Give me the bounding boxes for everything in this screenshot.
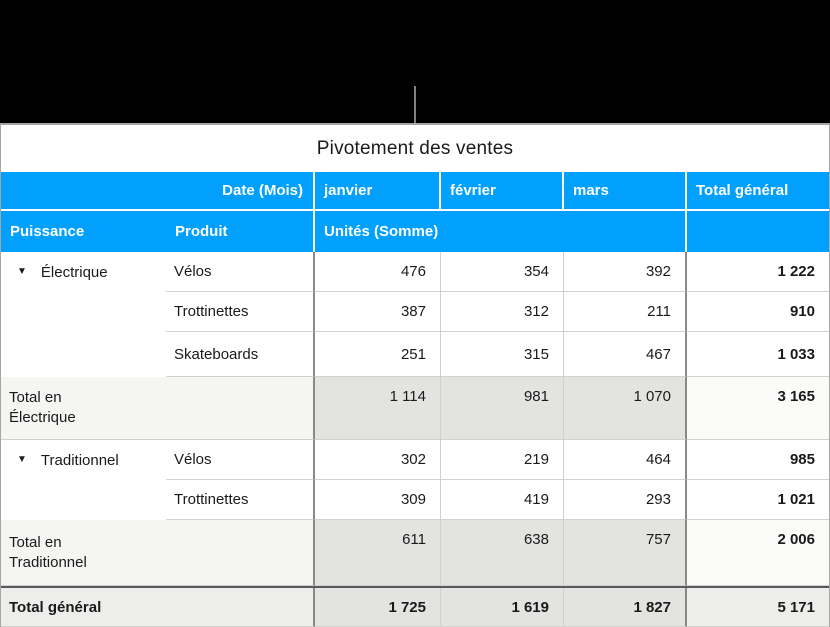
header-cell-total-general[interactable]: Total général	[696, 182, 789, 199]
value-cell[interactable]: 476	[315, 252, 441, 292]
header-row-months: Date (Mois) janvier février mars Total g…	[1, 172, 829, 211]
subtotal-label-cell[interactable]: Total en Électrique	[1, 377, 315, 440]
product-cell[interactable]: Vélos	[166, 440, 315, 480]
row-total-cell[interactable]: 985	[687, 440, 829, 480]
header-cell-unites-somme[interactable]: Unités (Somme)	[315, 211, 687, 252]
subtotal-label-cell[interactable]: Total en Traditionnel	[1, 520, 315, 586]
row-total-cell[interactable]: 1 222	[687, 252, 829, 292]
product-cell[interactable]: Trottinettes	[166, 480, 315, 520]
category-cell-empty[interactable]	[1, 332, 166, 377]
table-row: Trottinettes 309 419 293 1 021	[1, 480, 829, 520]
disclosure-triangle-icon[interactable]: ▼	[17, 266, 27, 277]
category-label: Traditionnel	[40, 451, 119, 469]
grand-total-sum-cell[interactable]: 5 171	[687, 588, 829, 627]
category-label: Électrique	[40, 263, 108, 281]
table-row: ▼ Électrique Vélos 476 354 392 1 222	[1, 252, 829, 292]
header-row-fields: Puissance Produit Unités (Somme)	[1, 211, 829, 252]
subtotal-label: Total en Électrique	[9, 389, 76, 426]
value-cell[interactable]: 419	[441, 480, 564, 520]
header-cell-date-mois[interactable]: Date (Mois)	[1, 172, 315, 209]
header-cell-mars[interactable]: mars	[564, 172, 687, 209]
table-row: Skateboards 251 315 467 1 033	[1, 332, 829, 377]
value-cell[interactable]: 219	[441, 440, 564, 480]
header-cell-produit[interactable]: Produit	[166, 211, 315, 252]
table-row: Trottinettes 387 312 211 910	[1, 292, 829, 332]
category-cell-empty[interactable]	[1, 292, 166, 332]
row-total-cell[interactable]: 1 033	[687, 332, 829, 377]
value-cell[interactable]: 251	[315, 332, 441, 377]
product-cell[interactable]: Vélos	[166, 252, 315, 292]
value-cell[interactable]: 354	[441, 252, 564, 292]
pivot-table: Pivotement des ventes Date (Mois) janvie…	[0, 125, 830, 627]
subtotal-total-cell[interactable]: 2 006	[687, 520, 829, 586]
subtotal-row-electrique: Total en Électrique 1 114 981 1 070 3 16…	[1, 377, 829, 440]
value-cell[interactable]: 293	[564, 480, 687, 520]
header-cell-janvier[interactable]: janvier	[315, 172, 441, 209]
value-cell[interactable]: 309	[315, 480, 441, 520]
callout-black-area	[0, 0, 830, 125]
category-cell-traditionnel[interactable]: ▼ Traditionnel	[1, 440, 166, 480]
value-cell[interactable]: 387	[315, 292, 441, 332]
callout-connector-line	[414, 86, 416, 123]
subtotal-value-cell[interactable]: 611	[315, 520, 441, 586]
subtotal-value-cell[interactable]: 1 114	[315, 377, 441, 440]
subtotal-value-cell[interactable]: 1 070	[564, 377, 687, 440]
disclosure-triangle-icon[interactable]: ▼	[17, 454, 27, 465]
grand-total-value-cell[interactable]: 1 827	[564, 588, 687, 627]
table-title[interactable]: Pivotement des ventes	[316, 137, 514, 159]
category-cell-electrique[interactable]: ▼ Électrique	[1, 252, 166, 292]
value-cell[interactable]: 392	[564, 252, 687, 292]
grand-total-label-cell[interactable]: Total général	[1, 588, 315, 627]
header-cell-blank[interactable]	[687, 211, 829, 252]
value-cell[interactable]: 467	[564, 332, 687, 377]
value-cell[interactable]: 315	[441, 332, 564, 377]
table-row: ▼ Traditionnel Vélos 302 219 464 985	[1, 440, 829, 480]
subtotal-value-cell[interactable]: 981	[441, 377, 564, 440]
row-total-cell[interactable]: 1 021	[687, 480, 829, 520]
grand-total-value-cell[interactable]: 1 619	[441, 588, 564, 627]
subtotal-label: Total en Traditionnel	[9, 533, 87, 571]
subtotal-row-traditionnel: Total en Traditionnel 611 638 757 2 006	[1, 520, 829, 586]
category-cell-empty[interactable]	[1, 480, 166, 520]
grand-total-value-cell[interactable]: 1 725	[315, 588, 441, 627]
subtotal-value-cell[interactable]: 638	[441, 520, 564, 586]
value-cell[interactable]: 312	[441, 292, 564, 332]
value-cell[interactable]: 302	[315, 440, 441, 480]
header-cell-fevrier[interactable]: février	[441, 172, 564, 209]
product-cell[interactable]: Skateboards	[166, 332, 315, 377]
value-cell[interactable]: 464	[564, 440, 687, 480]
value-cell[interactable]: 211	[564, 292, 687, 332]
header-cell-puissance[interactable]: Puissance	[10, 223, 85, 240]
grand-total-row: Total général 1 725 1 619 1 827 5 171	[1, 586, 829, 627]
subtotal-value-cell[interactable]: 757	[564, 520, 687, 586]
subtotal-total-cell[interactable]: 3 165	[687, 377, 829, 440]
row-total-cell[interactable]: 910	[687, 292, 829, 332]
product-cell[interactable]: Trottinettes	[166, 292, 315, 332]
table-title-row: Pivotement des ventes	[1, 125, 829, 172]
